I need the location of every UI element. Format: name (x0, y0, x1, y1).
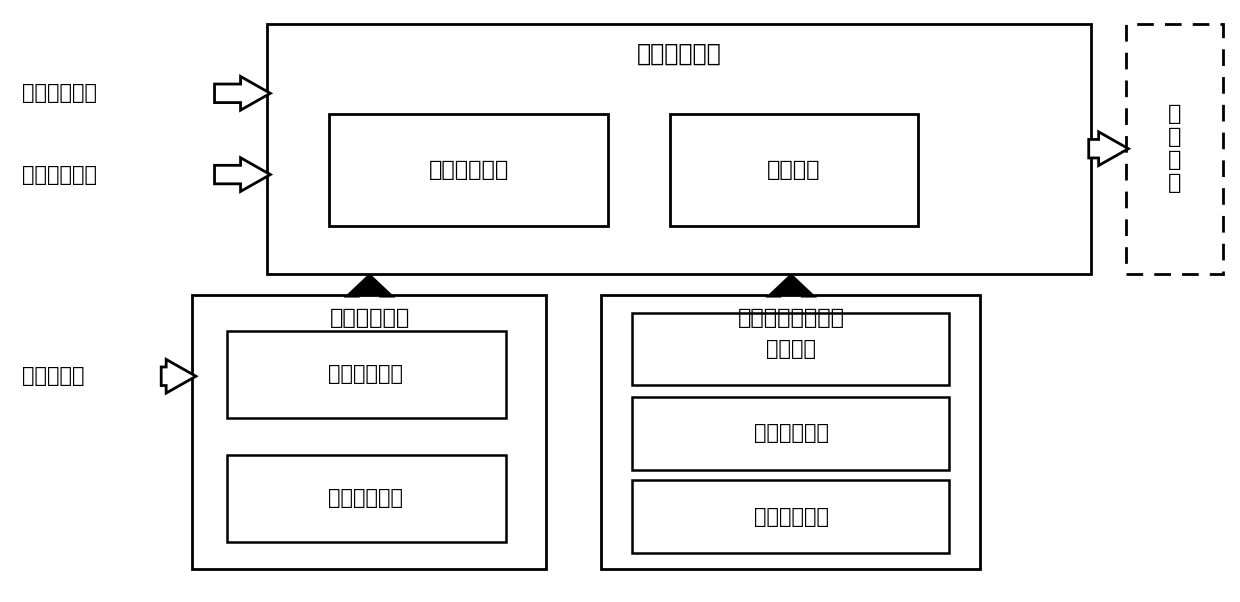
Text: 最
终
路
径: 最 终 路 径 (1168, 104, 1180, 193)
Bar (670, 114, 918, 226)
Bar (329, 114, 608, 226)
Polygon shape (215, 76, 270, 110)
Bar (192, 295, 546, 569)
Text: 环境地图模块: 环境地图模块 (330, 308, 409, 328)
Bar (632, 480, 949, 553)
Text: 车辆状态计算模块: 车辆状态计算模块 (738, 308, 844, 328)
Bar (227, 455, 506, 542)
Bar (632, 313, 949, 385)
Polygon shape (215, 158, 270, 191)
Polygon shape (347, 275, 392, 296)
Text: 环境地图存储: 环境地图存储 (329, 364, 403, 385)
Text: 车辆当前状态: 车辆当前状态 (22, 164, 97, 185)
Bar (267, 24, 1091, 274)
Polygon shape (1089, 132, 1128, 166)
Bar (227, 331, 506, 418)
Text: 车辆状态评价: 车辆状态评价 (754, 506, 828, 527)
Text: 碰撞检查: 碰撞检查 (766, 339, 816, 359)
Text: 路径搜索模块: 路径搜索模块 (637, 42, 722, 66)
Text: 路径插值: 路径插值 (766, 160, 821, 180)
Bar (601, 295, 980, 569)
Bar (632, 397, 949, 470)
Polygon shape (769, 275, 813, 296)
Text: 初步路径搜索: 初步路径搜索 (429, 160, 508, 180)
Text: 车辆目标状态: 车辆目标状态 (22, 83, 97, 104)
Polygon shape (161, 359, 196, 393)
Text: 障碍物信息: 障碍物信息 (22, 366, 84, 386)
Text: 环境地图更新: 环境地图更新 (329, 488, 403, 508)
Bar (1126, 24, 1223, 274)
Text: 车辆状态扩展: 车辆状态扩展 (754, 423, 828, 444)
